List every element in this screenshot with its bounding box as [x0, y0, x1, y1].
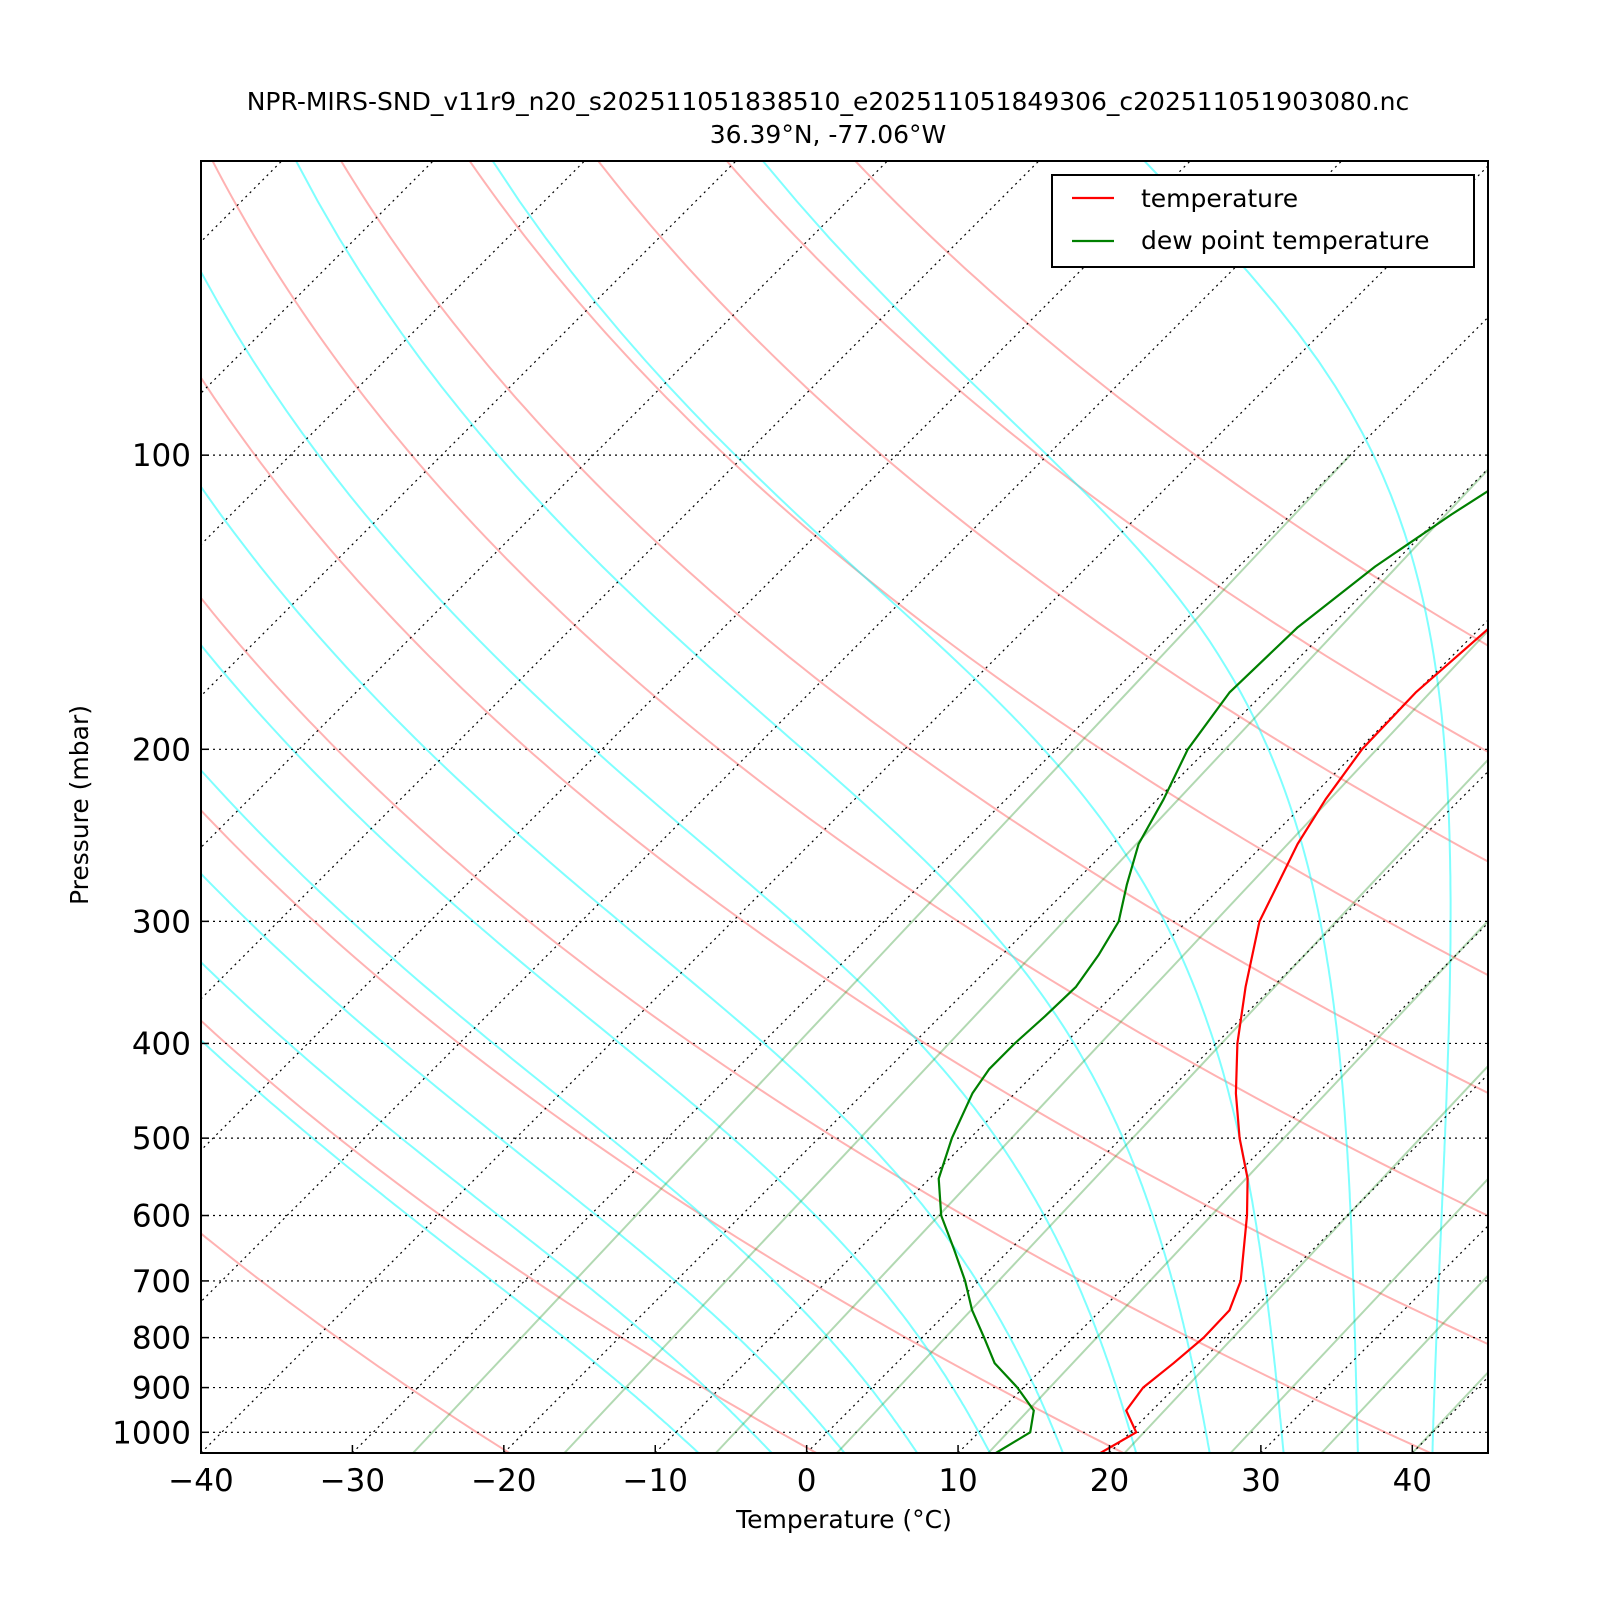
dewpoint-line	[937, 489, 1488, 1453]
x-tick-label: −20	[471, 1463, 536, 1499]
y-tick-label: 400	[132, 1026, 191, 1062]
x-tick-label: −30	[320, 1463, 385, 1499]
mixing-ratio-line	[1320, 1274, 1488, 1453]
isotherm-gridline	[1564, 161, 1600, 1453]
isotherm-gridline	[503, 467, 1488, 1453]
mixing-ratio-line	[1229, 1177, 1488, 1453]
mixing-ratio-line	[836, 758, 1488, 1453]
moist-adiabat-line	[201, 643, 991, 1453]
x-tick-label: −10	[623, 1463, 688, 1499]
y-tick-label: 100	[132, 438, 191, 474]
moist-adiabat-line	[1143, 161, 1452, 1453]
x-tick-label: 10	[938, 1463, 977, 1499]
y-axis: 100 200 300 400 500 600 700 800 900 1000	[112, 438, 209, 1451]
isotherm-gridline	[201, 161, 888, 849]
x-tick-label: 40	[1393, 1463, 1432, 1499]
plot-area	[201, 161, 1600, 1453]
dry-adiabat-line	[201, 596, 1432, 1453]
isotherm-grid	[201, 161, 1600, 1453]
dry-adiabat-line	[468, 161, 1488, 977]
mixing-ratio-line	[412, 454, 1352, 1453]
dry-adiabat-line	[201, 376, 1488, 1346]
isotherm-gridline	[654, 619, 1488, 1453]
dry-adiabat-line	[211, 161, 1488, 1217]
dry-adiabat-line	[201, 1232, 510, 1453]
isotherm-gridline	[806, 770, 1488, 1453]
moist-adiabat-line	[762, 161, 1359, 1453]
mixing-ratio-line	[1411, 1370, 1488, 1453]
moist-adiabat-line	[1507, 161, 1600, 1453]
x-tick-label: −40	[168, 1463, 233, 1499]
moist-adiabat-line	[491, 161, 1285, 1453]
x-tick-label: 30	[1241, 1463, 1280, 1499]
dry-adiabat-line	[726, 161, 1488, 754]
moist-adiabat-line	[201, 1038, 700, 1453]
mixing-ratio-line	[1123, 1064, 1488, 1453]
moist-adiabat-line	[295, 161, 1211, 1453]
dry-adiabat-line	[201, 1019, 817, 1453]
isotherm-gridline	[201, 161, 1343, 1303]
isotherm-gridline	[201, 161, 283, 243]
y-tick-label: 900	[132, 1371, 191, 1407]
y-tick-label: 500	[132, 1121, 191, 1157]
isotherm-gridline	[201, 161, 1040, 1000]
y-tick-label: 600	[132, 1199, 191, 1235]
dry-adiabat-line	[854, 161, 1488, 647]
mixing-ratio-line	[563, 468, 1488, 1453]
mixing-ratio-line	[987, 919, 1488, 1453]
isotherm-gridline	[201, 165, 1488, 1453]
y-tick-label: 300	[132, 904, 191, 940]
isotherm-gridline	[351, 316, 1488, 1453]
isobar-grid	[201, 454, 1488, 1433]
dry-adiabat-line	[597, 161, 1488, 863]
moist-adiabat-line	[201, 485, 1064, 1453]
mixing-ratio-lines	[412, 454, 1488, 1453]
isotherm-gridline	[1109, 1073, 1488, 1453]
x-axis-label: Temperature (°C)	[735, 1505, 952, 1534]
legend-dewpoint-label: dew point temperature	[1141, 226, 1430, 255]
y-tick-label: 200	[132, 732, 191, 768]
legend-temperature-label: temperature	[1141, 184, 1298, 213]
legend: temperature dew point temperature	[1051, 174, 1475, 268]
temperature-line	[1099, 627, 1488, 1453]
y-axis-label: Pressure (mbar)	[65, 705, 94, 905]
series-lines	[937, 489, 1488, 1453]
chart-subtitle: 36.39°N, -77.06°W	[710, 120, 946, 149]
moist-adiabat-line	[201, 768, 919, 1453]
isotherm-gridline	[201, 161, 1191, 1152]
x-tick-label: 20	[1090, 1463, 1129, 1499]
mixing-ratio-line	[715, 629, 1488, 1453]
x-axis: −40 −30 −20 −10 0 10 20 30 40	[168, 1445, 1432, 1499]
moist-adiabat-line	[201, 269, 1138, 1453]
x-tick-label: 0	[797, 1463, 817, 1499]
chart-title: NPR-MIRS-SND_v11r9_n20_s202511051838510_…	[247, 87, 1410, 116]
legend-box	[1051, 174, 1475, 268]
y-tick-label: 700	[132, 1264, 191, 1300]
isotherm-gridline	[957, 922, 1488, 1453]
y-tick-label: 1000	[112, 1415, 191, 1451]
dry-adiabat-line	[201, 808, 1124, 1453]
moist-adiabat-line	[201, 872, 846, 1453]
plot-frame	[200, 160, 1489, 1454]
y-tick-label: 800	[132, 1321, 191, 1357]
moist-adiabats	[201, 161, 1600, 1453]
moist-adiabat-line	[201, 960, 773, 1453]
dry-adiabats	[201, 161, 1488, 1453]
dry-adiabat-line	[340, 161, 1488, 1095]
moist-adiabat-line	[1582, 161, 1600, 1453]
